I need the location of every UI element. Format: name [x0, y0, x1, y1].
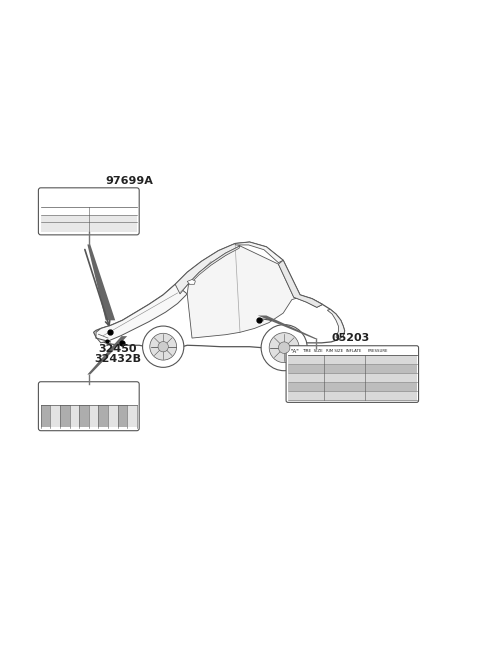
Bar: [365, 356, 417, 364]
Circle shape: [143, 326, 184, 367]
Text: 32432B: 32432B: [94, 354, 141, 364]
Circle shape: [269, 333, 299, 363]
Bar: [118, 405, 127, 427]
Circle shape: [261, 325, 307, 371]
Polygon shape: [187, 280, 195, 284]
Polygon shape: [94, 242, 345, 353]
Text: RIM SIZE  INFLATE: RIM SIZE INFLATE: [326, 349, 362, 353]
Circle shape: [278, 342, 290, 354]
Polygon shape: [189, 246, 240, 284]
Bar: [60, 405, 70, 427]
Polygon shape: [175, 244, 240, 294]
Text: 97699A: 97699A: [106, 176, 154, 186]
Bar: [89, 215, 137, 222]
Bar: [41, 222, 89, 233]
Bar: [89, 222, 137, 233]
Bar: [288, 374, 324, 382]
Text: PRESSURE: PRESSURE: [368, 349, 388, 353]
Bar: [70, 405, 79, 427]
Bar: [324, 374, 365, 382]
Bar: [41, 405, 50, 427]
Bar: [365, 383, 417, 391]
FancyBboxPatch shape: [286, 346, 419, 402]
Bar: [288, 356, 324, 364]
Bar: [365, 365, 417, 373]
Polygon shape: [278, 260, 323, 307]
Text: 05203: 05203: [331, 333, 370, 343]
Bar: [98, 405, 108, 427]
Bar: [324, 356, 365, 364]
Polygon shape: [87, 336, 127, 375]
Bar: [324, 392, 365, 400]
Polygon shape: [87, 244, 115, 320]
Bar: [41, 215, 89, 222]
Circle shape: [158, 341, 168, 352]
FancyBboxPatch shape: [38, 188, 139, 235]
Bar: [288, 365, 324, 373]
Bar: [324, 383, 365, 391]
Text: TIRE  SIZE: TIRE SIZE: [302, 349, 323, 353]
FancyBboxPatch shape: [38, 382, 139, 431]
Text: "A": "A": [290, 349, 299, 354]
Bar: [89, 405, 98, 427]
Bar: [79, 405, 89, 427]
Bar: [108, 405, 118, 427]
Bar: [50, 405, 60, 427]
Polygon shape: [187, 246, 323, 338]
Bar: [324, 365, 365, 373]
Polygon shape: [96, 284, 187, 343]
Bar: [288, 383, 324, 391]
Bar: [127, 405, 137, 427]
Polygon shape: [327, 309, 345, 339]
Bar: [365, 392, 417, 400]
Bar: [365, 374, 417, 382]
Polygon shape: [258, 316, 318, 339]
Circle shape: [150, 333, 177, 360]
Polygon shape: [235, 242, 283, 263]
Text: 32450: 32450: [98, 344, 137, 354]
Bar: [288, 392, 324, 400]
